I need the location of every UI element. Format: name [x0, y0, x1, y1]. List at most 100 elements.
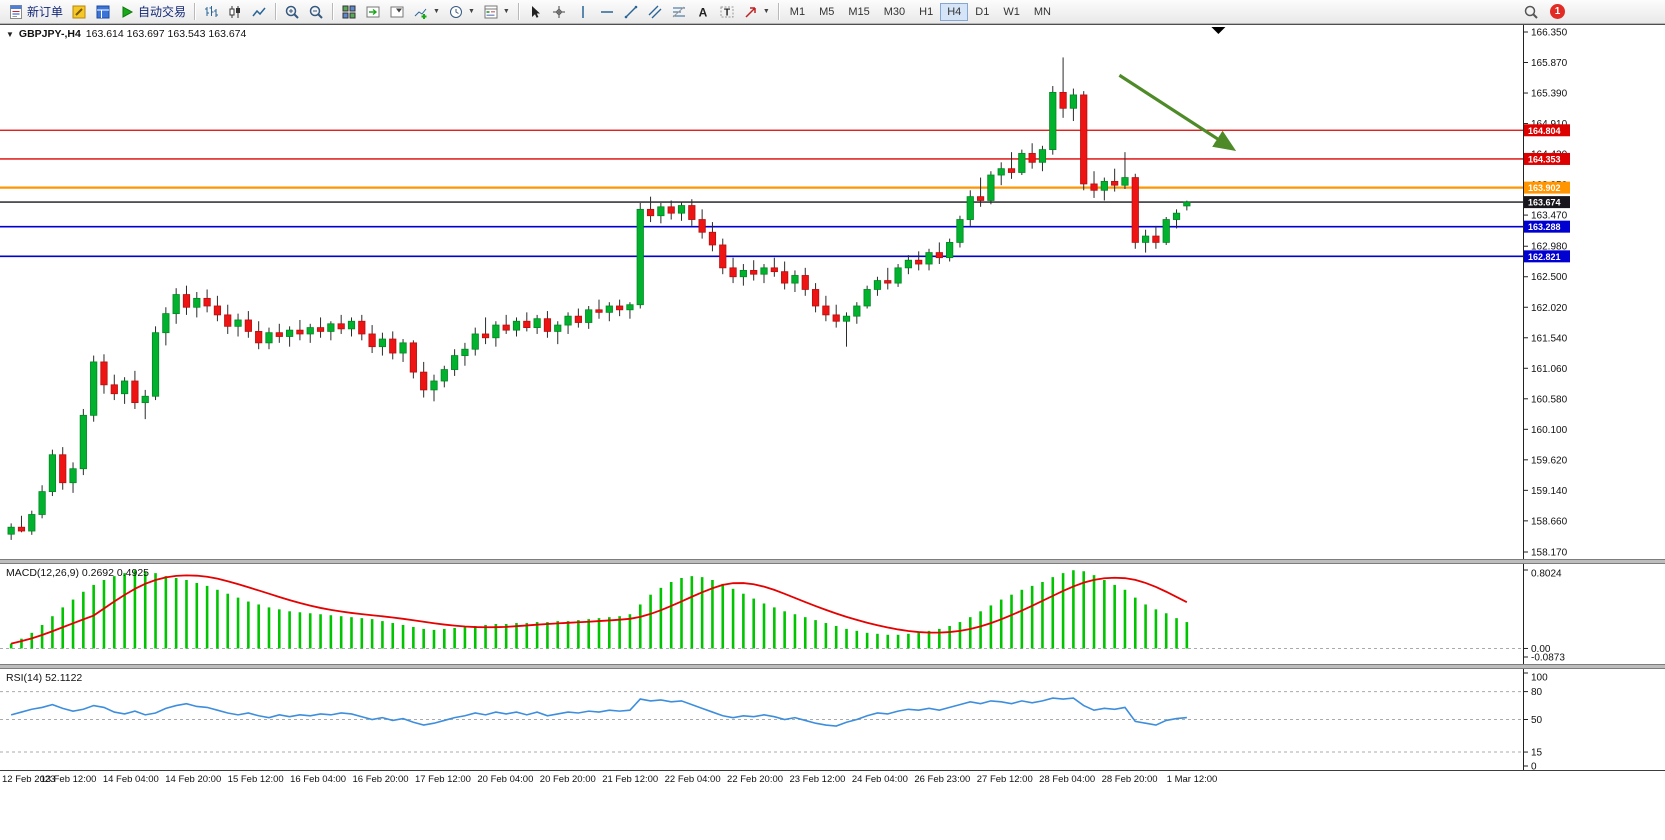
- toolbar-button-label: 新订单: [27, 5, 64, 19]
- time-label: 1 Mar 12:00: [1166, 774, 1218, 785]
- rsi-panel[interactable]: 100 80 50 15 0 RSI(14) 52.1122: [0, 669, 1665, 773]
- cursor-icon: [527, 4, 543, 20]
- crosshair-tool-button[interactable]: [547, 2, 571, 22]
- panel-splitter[interactable]: [0, 559, 1665, 564]
- indicators-dropdown[interactable]: ▼: [409, 2, 444, 22]
- tile-windows-icon: [341, 4, 357, 20]
- notification-badge[interactable]: 1: [1550, 4, 1565, 19]
- chart-shift-marker[interactable]: [1211, 27, 1226, 34]
- price-tick-label: 160.580: [1531, 394, 1568, 405]
- price-tick-label: 162.020: [1531, 303, 1568, 314]
- macd-signal-line: [10, 574, 1188, 645]
- periods-dropdown[interactable]: ▼: [444, 2, 479, 22]
- bar-chart-icon: [203, 4, 219, 20]
- time-label: 26 Feb 23:00: [914, 774, 971, 785]
- horizontal-line-tool-button[interactable]: [595, 2, 619, 22]
- price-tick-label: 163.470: [1531, 211, 1568, 222]
- macd-label: MACD(12,26,9) 0.2692 0.4925: [6, 567, 150, 579]
- horizontal-line-object[interactable]: 164.804: [0, 124, 1570, 137]
- hline-icon: [599, 4, 615, 20]
- vline-icon: [575, 4, 591, 20]
- price-tick-label: 161.540: [1531, 333, 1568, 344]
- metaeditor-icon: [71, 4, 87, 20]
- timeframe-h4-button[interactable]: H4: [940, 2, 969, 21]
- zoom-in-icon: [284, 4, 300, 20]
- price-axis[interactable]: 166.350165.870165.390164.910164.430163.9…: [1523, 28, 1568, 559]
- ohlc-values: 163.614 163.697 163.543 163.674: [85, 28, 247, 40]
- text-icon: A: [695, 4, 711, 20]
- vertical-line-tool-button[interactable]: [571, 2, 595, 22]
- zoom-out-icon: [308, 4, 324, 20]
- candles: [7, 57, 1191, 540]
- time-label: 22 Feb 20:00: [727, 774, 784, 785]
- line-chart-mode-button[interactable]: [247, 2, 271, 22]
- time-axis[interactable]: 12 Feb 2023 13 Feb 12:00 14 Feb 04:00 14 Fe…: [0, 770, 1665, 787]
- toolbar-separator: [194, 3, 196, 20]
- horizontal-line-object[interactable]: 164.353: [0, 152, 1570, 165]
- toolbar: 新订单 自动交易 ▼ ▼ ▼ A T ▼ M1 M5 M15 M30 H1 H4 D1 W1 MN 1: [0, 0, 1665, 24]
- timeframe-w1-button[interactable]: W1: [1003, 5, 1020, 18]
- bottom-space: [0, 787, 1665, 840]
- candlestick-icon: [227, 4, 243, 20]
- candlestick-chart-canvas[interactable]: 166.350165.870165.390164.910164.430163.9…: [0, 25, 1665, 559]
- price-tick-label: 162.500: [1531, 272, 1568, 283]
- timeframe-m5-button[interactable]: M5: [819, 5, 835, 18]
- price-tick-label: 159.620: [1531, 455, 1568, 466]
- price-tick-label: 158.660: [1531, 516, 1568, 527]
- channel-tool-button[interactable]: [643, 2, 667, 22]
- collapse-arrow-icon[interactable]: ▼: [6, 29, 14, 39]
- zoom-out-button[interactable]: [304, 2, 328, 22]
- auto-trading-button[interactable]: 自动交易: [115, 2, 190, 22]
- horizontal-line-object[interactable]: 163.902: [0, 181, 1570, 194]
- market-watch-button[interactable]: [91, 2, 115, 22]
- rsi-tick-label: 50: [1531, 715, 1543, 726]
- arrows-dropdown[interactable]: ▼: [739, 2, 774, 22]
- timeframe-h1-button[interactable]: H1: [919, 5, 934, 18]
- horizontal-line-object[interactable]: 163.288: [0, 220, 1570, 233]
- metaeditor-button[interactable]: [67, 2, 91, 22]
- templates-dropdown[interactable]: ▼: [479, 2, 514, 22]
- tile-windows-button[interactable]: [337, 2, 361, 22]
- rsi-line: [10, 697, 1187, 727]
- fibonacci-icon: [671, 4, 687, 20]
- rsi-tick-label: 15: [1531, 748, 1543, 759]
- rsi-tick-label: 0: [1531, 762, 1537, 771]
- toolbar-separator: [517, 3, 519, 20]
- cursor-tool-button[interactable]: [523, 2, 547, 22]
- auto-scroll-button[interactable]: [361, 2, 385, 22]
- dropdown-caret-icon: ▼: [467, 8, 475, 15]
- timeframe-m1-button[interactable]: M1: [789, 5, 806, 18]
- timeframe-mn-button[interactable]: MN: [1033, 5, 1051, 18]
- time-label: 16 Feb 20:00: [352, 774, 409, 785]
- panel-splitter[interactable]: [0, 664, 1665, 669]
- candlestick-mode-button[interactable]: [223, 2, 247, 22]
- horizontal-line-object[interactable]: 162.821: [0, 250, 1570, 263]
- price-tick-label: 165.870: [1531, 58, 1568, 69]
- label-tool-button[interactable]: T: [715, 2, 739, 22]
- auto-scroll-icon: [365, 4, 381, 20]
- rsi-tick-label: 80: [1531, 687, 1543, 698]
- timeframe-m15-button[interactable]: M15: [848, 5, 870, 18]
- bar-chart-mode-button[interactable]: [199, 2, 223, 22]
- trend-arrow-object[interactable]: [1118, 73, 1237, 151]
- macd-tick-label: -0.0873: [1531, 653, 1565, 664]
- trendline-tool-button[interactable]: [619, 2, 643, 22]
- zoom-in-button[interactable]: [280, 2, 304, 22]
- text-tool-button[interactable]: A: [691, 2, 715, 22]
- new-order-button[interactable]: 新订单: [4, 2, 67, 22]
- search-button[interactable]: [1519, 2, 1543, 22]
- toolbar-separator: [777, 3, 779, 20]
- chart-shift-button[interactable]: [385, 2, 409, 22]
- macd-chart-canvas[interactable]: 0.8024 0.00-0.0873: [0, 564, 1665, 664]
- fibonacci-tool-button[interactable]: [667, 2, 691, 22]
- rsi-chart-canvas[interactable]: 100 80 50 15 0: [0, 669, 1665, 773]
- timeframe-d1-button[interactable]: D1: [975, 5, 990, 18]
- rsi-label: RSI(14) 52.1122: [6, 672, 83, 684]
- time-label: 14 Feb 04:00: [102, 774, 159, 785]
- macd-panel[interactable]: 0.8024 0.00 -0.0873 MACD(12,26,9) 0.2692 0…: [0, 564, 1665, 664]
- main-chart-panel[interactable]: 166.350165.870165.390164.910164.430163.9…: [0, 25, 1665, 559]
- svg-text:164.353: 164.353: [1528, 154, 1561, 164]
- trendline-icon: [623, 4, 639, 20]
- timeframe-m30-button[interactable]: M30: [883, 5, 906, 18]
